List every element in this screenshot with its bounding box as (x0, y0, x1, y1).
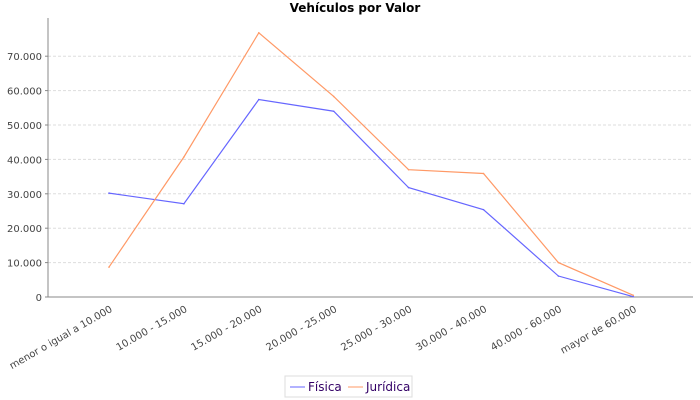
data-point (557, 261, 560, 264)
y-tick-label: 50.000 (7, 121, 42, 132)
data-point (258, 32, 260, 34)
data-point (632, 294, 635, 297)
data-point (258, 98, 260, 101)
data-point (482, 172, 485, 175)
y-tick-label: 0 (36, 293, 42, 304)
data-point (108, 266, 110, 268)
x-tick-label: 30.000 - 40.000 (414, 304, 489, 354)
x-tick-label: 25.000 - 30.000 (339, 304, 414, 354)
chart-title: Vehículos por Valor (290, 1, 421, 15)
x-tick-label: 10.000 - 15.000 (115, 304, 190, 354)
y-tick-label: 60.000 (7, 87, 42, 98)
y-tick-label: 30.000 (7, 190, 42, 201)
legend: Física Jurídica (284, 375, 413, 398)
y-tick-label: 40.000 (7, 155, 42, 166)
x-tick-label: mayor de 60.000 (559, 304, 639, 356)
data-point (332, 95, 335, 98)
x-tick-label: 20.000 - 25.000 (264, 304, 339, 354)
series-line-juridica (108, 31, 634, 296)
data-point (407, 186, 410, 189)
data-point (407, 168, 410, 171)
x-tick-label: 40.000 - 60.000 (489, 304, 564, 354)
y-tick-label: 70.000 (7, 52, 42, 63)
data-point (183, 202, 185, 205)
x-tick-label: 15.000 - 20.000 (190, 304, 265, 354)
y-tick-label: 20.000 (7, 224, 42, 235)
data-point (183, 156, 185, 158)
data-point (108, 192, 110, 194)
series-line-fisica (108, 98, 634, 298)
data-point (482, 208, 485, 211)
x-tick-label: menor o igual a 10.000 (8, 304, 115, 372)
data-point (632, 295, 635, 298)
y-tick-label: 10.000 (7, 259, 42, 270)
data-point (332, 110, 335, 113)
data-point (557, 275, 560, 277)
legend-label-juridica: Jurídica (365, 380, 410, 394)
legend-label-fisica: Física (308, 380, 342, 394)
